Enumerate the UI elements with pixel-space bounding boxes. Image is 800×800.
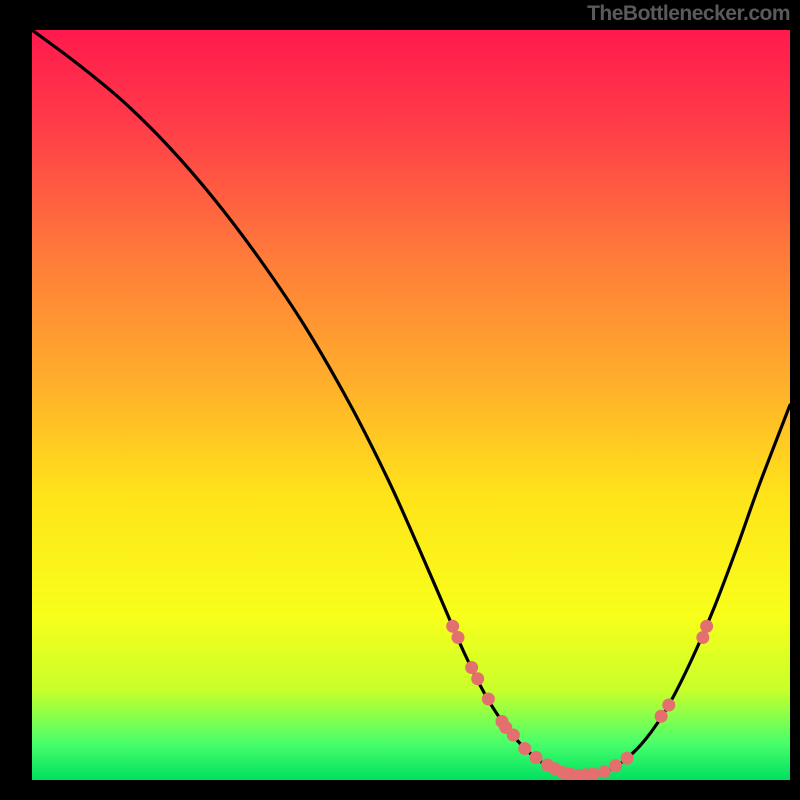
data-marker: [451, 631, 464, 644]
data-marker: [507, 729, 520, 742]
chart-container: { "attribution": "TheBottlenecker.com", …: [0, 0, 800, 800]
attribution-text: TheBottlenecker.com: [587, 2, 790, 26]
data-marker: [621, 752, 634, 765]
data-marker: [700, 620, 713, 633]
data-marker: [465, 661, 478, 674]
data-marker: [471, 672, 484, 685]
data-marker: [609, 759, 622, 772]
data-marker: [530, 751, 543, 764]
data-marker: [662, 699, 675, 712]
bottleneck-curve-chart: [0, 0, 800, 800]
data-marker: [586, 768, 599, 781]
data-marker: [446, 620, 459, 633]
data-marker: [696, 631, 709, 644]
data-marker: [655, 710, 668, 723]
data-marker: [482, 693, 495, 706]
gradient-background: [32, 30, 790, 780]
data-marker: [598, 765, 611, 778]
data-marker: [518, 742, 531, 755]
